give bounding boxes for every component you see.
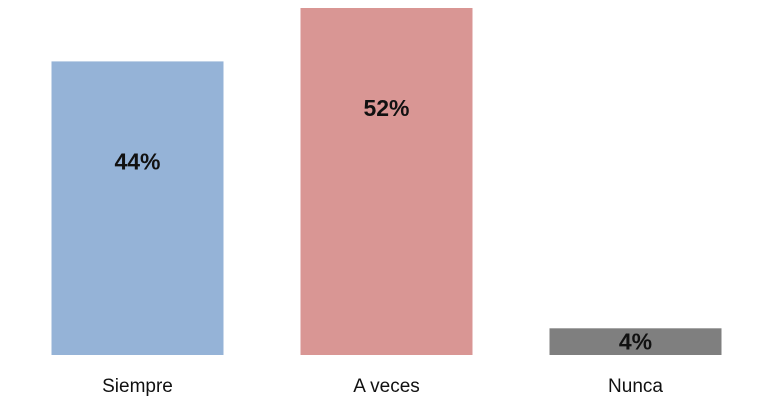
bar-nunca bbox=[549, 328, 722, 355]
value-label-siempre: 44% bbox=[114, 148, 160, 174]
category-label-siempre: Siempre bbox=[102, 376, 173, 397]
category-label-a-veces: A veces bbox=[353, 376, 420, 397]
value-label-nunca: 4% bbox=[619, 329, 652, 355]
category-labels-group: Siempre A veces Nunca bbox=[102, 376, 663, 397]
value-label-a-veces: 52% bbox=[363, 95, 409, 121]
bar-a-veces bbox=[300, 8, 473, 355]
value-labels-group: 44% 52% 4% bbox=[114, 95, 652, 355]
bar-siempre bbox=[51, 61, 224, 356]
category-label-nunca: Nunca bbox=[608, 376, 663, 397]
bars-group bbox=[51, 8, 722, 356]
